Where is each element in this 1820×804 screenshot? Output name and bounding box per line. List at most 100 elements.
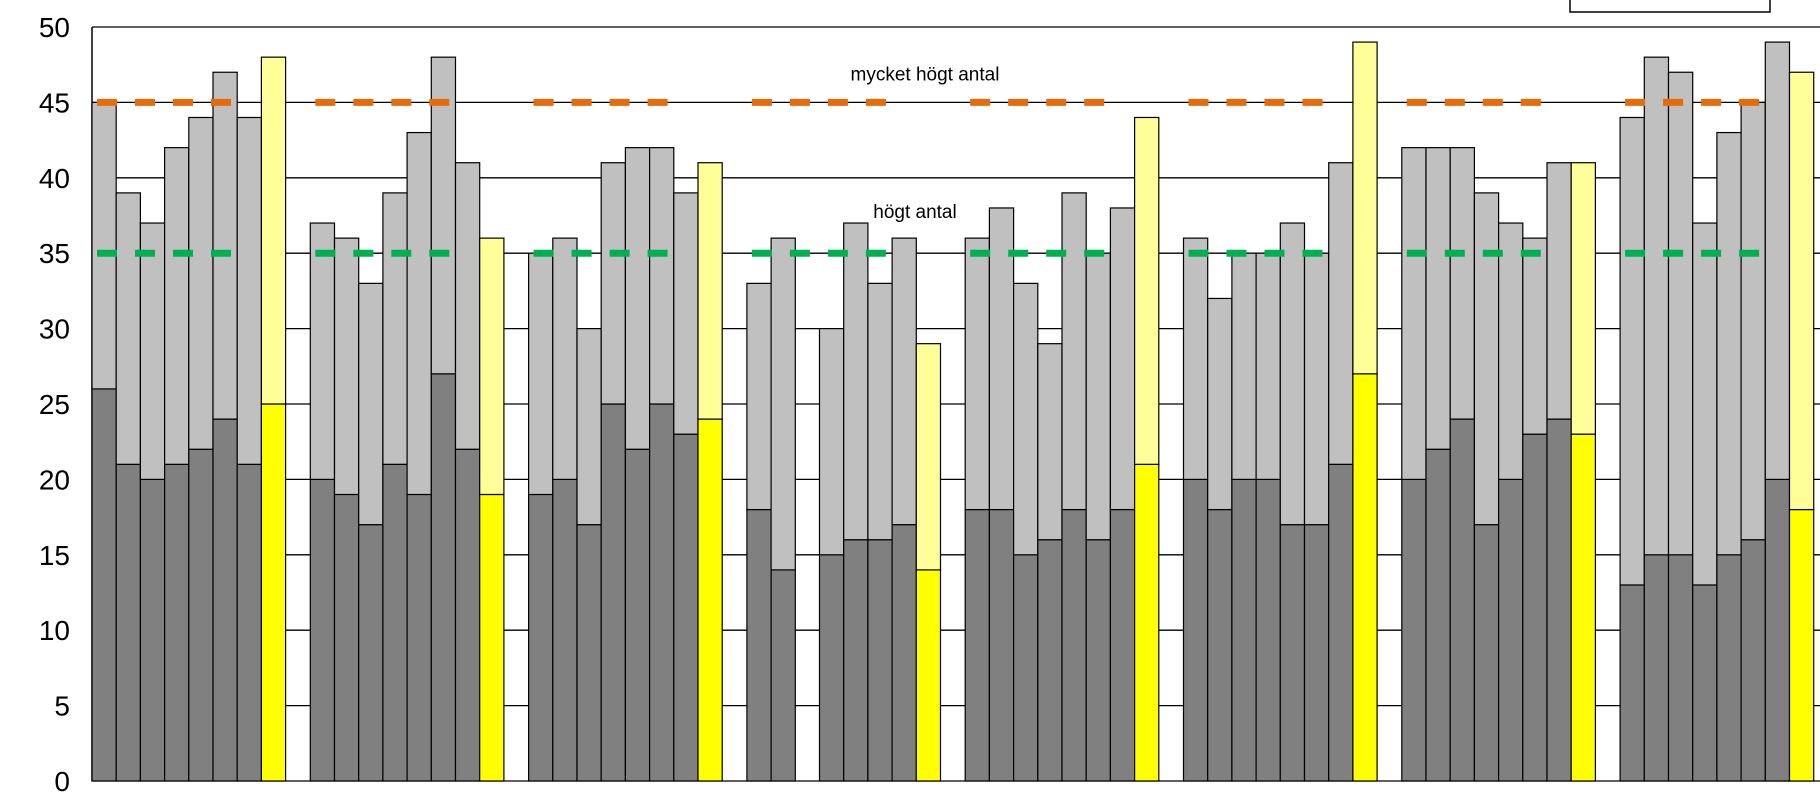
bar-upper <box>164 147 190 465</box>
bar-lower <box>1643 554 1670 782</box>
bar-upper <box>1061 192 1087 511</box>
bar-upper <box>964 237 991 511</box>
legend-box <box>1569 0 1771 13</box>
bar-lower <box>212 418 238 782</box>
bar-upper <box>236 116 262 465</box>
bar-lower <box>1619 584 1645 782</box>
bar-lower <box>746 508 772 782</box>
bar-lower <box>867 539 893 782</box>
bar-upper <box>1231 252 1257 480</box>
bar-lower <box>236 463 262 782</box>
bar-lower <box>1061 508 1087 782</box>
bar-lower <box>333 493 360 782</box>
bar-lower <box>843 539 869 782</box>
highlight-bar-upper <box>1570 162 1596 435</box>
bar-upper <box>1497 222 1524 480</box>
bar-upper <box>382 192 408 465</box>
bar-upper <box>454 162 481 450</box>
bar-upper <box>1546 162 1572 420</box>
highlight-bar-lower <box>479 493 505 782</box>
bar-lower <box>1109 508 1136 782</box>
bar-upper <box>139 222 166 480</box>
bar-lower <box>648 403 675 782</box>
bars <box>91 41 1815 782</box>
bar-upper <box>188 116 214 450</box>
bar-lower <box>309 478 336 782</box>
bar-lower <box>1037 539 1063 782</box>
bar-upper <box>333 237 360 496</box>
y-tick-label: 35 <box>39 238 70 269</box>
bar-upper <box>1255 252 1281 480</box>
bar-upper <box>673 192 699 435</box>
bar-upper <box>843 222 869 541</box>
axis-labels: 0 5 10 15 20 25 30 35 40 45 50 mycket högt antal hög… <box>39 12 1000 797</box>
highlight-bar-upper <box>260 56 287 405</box>
highlight-bar-upper <box>697 162 723 420</box>
bar-upper <box>1182 237 1209 480</box>
bar-lower <box>576 524 602 782</box>
bar-lower <box>430 373 457 782</box>
bar-upper <box>576 328 602 526</box>
reference-lines <box>97 98 1771 257</box>
bar-upper <box>309 222 336 480</box>
reference-line-label: högt antal <box>873 202 956 223</box>
bar-lower <box>818 554 845 782</box>
bar-lower <box>139 478 166 782</box>
bar-lower <box>1182 478 1209 782</box>
bar-lower <box>1740 539 1766 782</box>
bar-lower <box>1667 554 1694 782</box>
bar-lower <box>964 508 991 782</box>
reference-line-label: mycket högt antal <box>851 64 1000 85</box>
bar-upper <box>624 147 651 450</box>
highlight-bar-upper <box>915 343 942 571</box>
bar-upper <box>818 328 845 556</box>
bar-lower <box>624 448 651 782</box>
bar-upper <box>1109 207 1136 511</box>
bar-upper <box>1716 131 1742 556</box>
bar-lower <box>1279 524 1306 782</box>
bar-upper <box>1085 252 1111 541</box>
bar-upper <box>1692 222 1718 586</box>
bar-upper <box>1667 71 1694 556</box>
bar-lower <box>1401 478 1427 782</box>
bar-upper <box>1740 101 1766 541</box>
bar-upper <box>1425 147 1451 450</box>
bar-upper <box>430 56 457 375</box>
bar-lower <box>454 448 481 782</box>
bar-lower <box>988 508 1015 782</box>
bar-upper <box>527 252 554 496</box>
bar-lower <box>1255 478 1281 782</box>
bar-upper <box>1037 343 1063 541</box>
bar-upper <box>600 162 627 405</box>
bar-lower <box>552 478 578 782</box>
bar-upper <box>891 237 917 526</box>
bar-lower <box>1764 478 1791 782</box>
bar-lower <box>1716 554 1742 782</box>
y-tick-label: 45 <box>39 87 70 118</box>
y-tick-label: 30 <box>39 314 70 345</box>
y-tick-label: 40 <box>39 163 70 194</box>
bar-upper <box>770 237 796 571</box>
bar-lower <box>1473 524 1500 782</box>
bar-lower <box>1497 478 1524 782</box>
bar-lower <box>891 524 917 782</box>
highlight-bar-lower <box>1788 508 1815 782</box>
y-tick-label: 5 <box>54 691 70 722</box>
bar-upper <box>988 207 1015 511</box>
bar-upper <box>1473 192 1500 526</box>
y-tick-label: 20 <box>39 464 70 495</box>
bar-upper <box>1328 162 1354 465</box>
y-tick-label: 15 <box>39 540 70 571</box>
bar-upper <box>1303 252 1330 526</box>
bar-lower <box>358 524 384 782</box>
bar-lower <box>1303 524 1330 782</box>
bar-lower <box>406 493 432 782</box>
bar-lower <box>382 463 408 782</box>
y-tick-label: 10 <box>39 615 70 646</box>
bar-lower <box>1207 508 1233 782</box>
bar-upper <box>406 131 432 496</box>
highlight-bar-upper <box>1788 71 1815 511</box>
bar-upper <box>1643 56 1670 556</box>
